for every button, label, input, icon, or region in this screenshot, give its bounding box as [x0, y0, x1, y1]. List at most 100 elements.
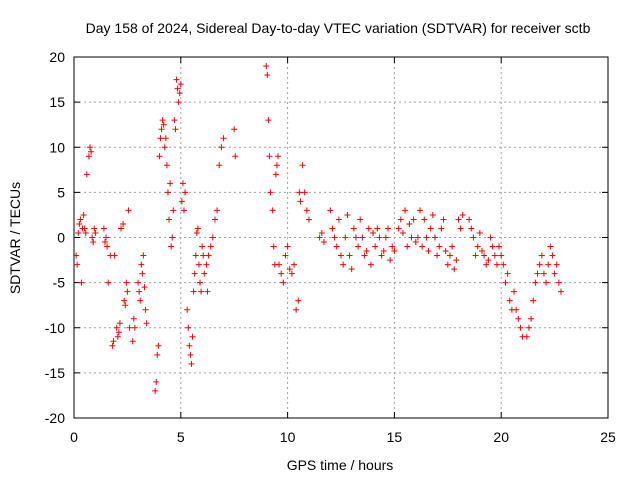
data-point [174, 85, 181, 92]
data-point [155, 342, 162, 349]
y-tick-label: -20 [45, 410, 65, 426]
data-point [472, 252, 479, 259]
data-point [436, 243, 443, 250]
data-point [192, 252, 199, 259]
data-point [123, 279, 130, 286]
data-point [421, 216, 428, 223]
data-point [157, 135, 164, 142]
data-point [419, 243, 426, 250]
data-point [440, 216, 447, 223]
data-point [205, 252, 212, 259]
data-point [167, 180, 174, 187]
data-point [423, 234, 430, 241]
data-point [278, 270, 285, 277]
data-point [427, 225, 434, 232]
data-point [121, 297, 128, 304]
x-axis-ticks: 0 5 10 15 20 25 [70, 57, 616, 445]
data-point [170, 207, 177, 214]
data-point [160, 121, 167, 128]
data-point [154, 351, 161, 358]
y-tick-label: -5 [53, 275, 66, 291]
data-point [153, 378, 160, 385]
data-point [101, 239, 108, 246]
data-point [266, 153, 273, 160]
data-point [545, 261, 552, 268]
data-point [113, 324, 120, 331]
data-point [274, 153, 281, 160]
data-point [513, 306, 520, 313]
data-point [466, 216, 473, 223]
data-point [85, 153, 92, 160]
data-point [114, 333, 121, 340]
data-point [124, 288, 131, 295]
data-point [506, 297, 513, 304]
data-point [100, 225, 107, 232]
data-point [139, 270, 146, 277]
data-point [534, 270, 541, 277]
data-point [92, 229, 99, 236]
data-point [555, 279, 562, 286]
data-point [320, 239, 327, 246]
data-point [446, 252, 453, 259]
data-point [168, 243, 175, 250]
data-point [410, 216, 417, 223]
data-point [143, 320, 150, 327]
data-point [493, 261, 500, 268]
data-point [81, 225, 88, 232]
data-point [530, 297, 537, 304]
data-point [412, 239, 419, 246]
data-point [267, 189, 274, 196]
data-point [551, 270, 558, 277]
data-point [331, 234, 338, 241]
data-point [483, 261, 490, 268]
data-point [365, 225, 372, 232]
data-point [184, 306, 191, 313]
data-point [532, 279, 539, 286]
data-point [270, 243, 277, 250]
data-point [558, 288, 565, 295]
data-point [126, 324, 133, 331]
data-point [181, 207, 188, 214]
data-point [176, 90, 183, 97]
data-point [293, 306, 300, 313]
data-point [232, 153, 239, 160]
data-point [342, 234, 349, 241]
data-point [489, 243, 496, 250]
data-point [357, 216, 364, 223]
data-point [138, 261, 145, 268]
data-point [296, 189, 303, 196]
data-point [318, 229, 325, 236]
data-point [359, 234, 366, 241]
data-point [301, 189, 308, 196]
data-point [340, 261, 347, 268]
x-tick-label: 0 [70, 429, 78, 445]
data-point [511, 288, 518, 295]
data-point [425, 248, 432, 255]
data-point [389, 243, 396, 250]
data-point [209, 234, 216, 241]
data-point [284, 243, 291, 250]
data-point [459, 211, 466, 218]
data-point [137, 297, 144, 304]
data-point [111, 252, 118, 259]
data-point [177, 81, 184, 88]
data-point [502, 279, 509, 286]
data-points [73, 63, 565, 394]
data-point [163, 162, 170, 169]
data-point [333, 243, 340, 250]
data-point [451, 266, 458, 273]
data-point [110, 338, 117, 345]
data-point [468, 225, 475, 232]
data-point [525, 324, 532, 331]
data-point [103, 234, 110, 241]
data-point [406, 220, 413, 227]
data-point [173, 76, 180, 83]
data-point [297, 198, 304, 205]
data-point [348, 266, 355, 273]
data-point [540, 270, 547, 277]
data-point [536, 261, 543, 268]
y-axis-label: SDTVAR / TECUs [7, 182, 23, 294]
data-point [286, 266, 293, 273]
y-tick-label: 0 [57, 230, 65, 246]
